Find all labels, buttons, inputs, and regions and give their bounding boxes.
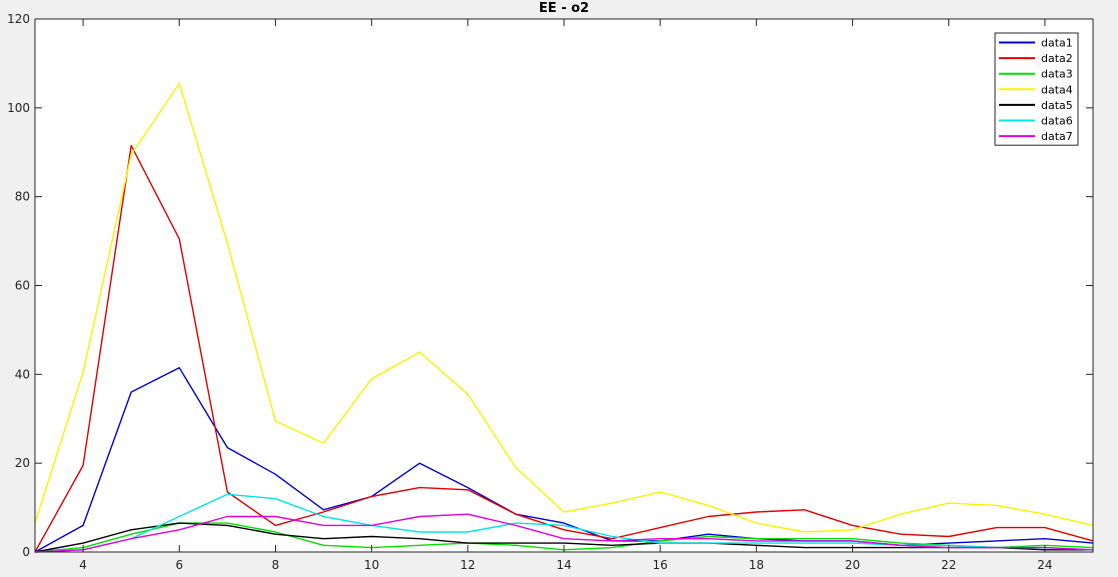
series-line-4 <box>34 82 1094 533</box>
y-tick-label: 0 <box>22 545 30 559</box>
y-tick-label: 80 <box>15 190 30 204</box>
legend-label-1: data1 <box>1041 37 1073 50</box>
x-tick-label: 14 <box>556 558 571 572</box>
y-tick-label: 40 <box>15 367 30 381</box>
x-tick-label: 12 <box>460 558 475 572</box>
legend-label-3: data3 <box>1041 68 1073 81</box>
series-line-2 <box>34 144 1094 553</box>
chart-title: EE - o2 <box>539 1 589 16</box>
x-tick-label: 18 <box>749 558 764 572</box>
series-line-1 <box>34 367 1094 553</box>
series-line-7 <box>34 513 1094 553</box>
legend-label-6: data6 <box>1041 115 1073 128</box>
x-tick-label: 22 <box>941 558 956 572</box>
y-tick-label: 100 <box>7 101 30 115</box>
legend-label-2: data2 <box>1041 52 1073 65</box>
plot-area <box>35 19 1093 552</box>
x-tick-label: 6 <box>175 558 183 572</box>
x-tick-label: 10 <box>364 558 379 572</box>
y-tick-label: 20 <box>15 456 30 470</box>
x-tick-label: 4 <box>79 558 87 572</box>
y-tick-label: 60 <box>15 279 30 293</box>
x-tick-label: 16 <box>653 558 668 572</box>
series-line-5 <box>34 522 1093 553</box>
legend-label-4: data4 <box>1041 83 1073 96</box>
series-line-6 <box>34 493 1094 553</box>
legend: data1 data2 data3 data4 data5 data6 data7 <box>994 32 1079 146</box>
x-tick-label: 20 <box>845 558 860 572</box>
legend-label-7: data7 <box>1041 130 1073 143</box>
axes-layer: 4 6 8 10 12 14 16 18 20 22 24 0 20 40 60 80 100 120 <box>7 12 1094 572</box>
y-tick-label: 120 <box>7 12 30 26</box>
legend-label-5: data5 <box>1041 99 1073 112</box>
x-tick-label: 8 <box>272 558 280 572</box>
x-tick-label: 24 <box>1037 558 1052 572</box>
